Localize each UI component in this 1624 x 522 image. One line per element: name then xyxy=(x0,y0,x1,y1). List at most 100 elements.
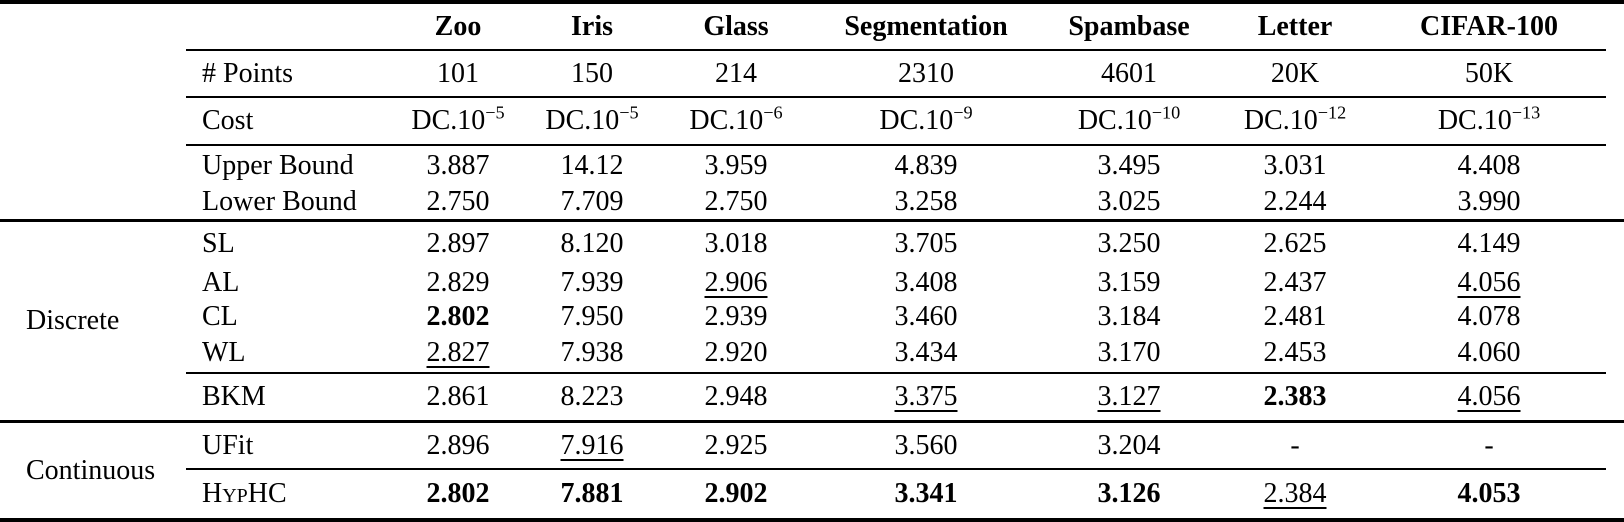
spacer xyxy=(1606,2,1624,50)
bkm-row: BKM 2.861 8.223 2.948 3.375 3.127 2.383 … xyxy=(0,372,1624,424)
group-label-text: Continuous xyxy=(26,454,156,486)
data-cell: 2.383 xyxy=(1218,372,1372,424)
spacer xyxy=(1606,469,1624,520)
data-cell: 8.223 xyxy=(524,372,660,424)
data-cell: 3.159 xyxy=(1040,266,1218,300)
row-label: BKM xyxy=(186,372,392,424)
points-row: # Points 101 150 214 2310 4601 20K 50K xyxy=(0,50,1624,99)
cell-value: 2.920 xyxy=(704,336,768,368)
cell-value: 4.056 xyxy=(1457,267,1521,299)
cost-row: Cost DC.10−5 DC.10−5 DC.10−6 DC.10−9 DC.… xyxy=(0,97,1624,147)
row-label: UFit xyxy=(186,421,392,470)
cell-value: DC.10−5 xyxy=(411,102,505,137)
data-cell: 2.437 xyxy=(1218,266,1372,300)
cell-value: 2.384 xyxy=(1263,477,1327,509)
data-cell: 3.887 xyxy=(392,145,524,186)
row-label-text: # Points xyxy=(202,57,294,89)
cost-exponent: −9 xyxy=(953,102,973,123)
cell-value: 3.159 xyxy=(1097,267,1161,299)
cell-value: 2.906 xyxy=(704,267,768,299)
cell-value: 7.709 xyxy=(560,186,624,218)
lower-bound-row: Lower Bound 2.750 7.709 2.750 3.258 3.02… xyxy=(0,186,1624,222)
column-header-glass: Glass xyxy=(660,2,812,52)
cell-value: 214 xyxy=(715,57,757,89)
data-cell: 2.453 xyxy=(1218,333,1372,374)
cost-exponent: −12 xyxy=(1317,102,1347,123)
cell-value: 3.184 xyxy=(1097,300,1161,332)
spacer xyxy=(1606,266,1624,300)
data-cell: 4.056 xyxy=(1372,372,1606,424)
data-cell: 2.802 xyxy=(392,300,524,334)
data-cell: 2.897 xyxy=(392,220,524,266)
spacer xyxy=(1606,50,1624,97)
cost-exponent: −5 xyxy=(619,102,639,123)
data-cell: 7.939 xyxy=(524,266,660,300)
row-label: Upper Bound xyxy=(186,145,392,186)
data-cell: 3.258 xyxy=(812,186,1040,222)
data-cell: 3.184 xyxy=(1040,300,1218,334)
cell-value: 2.453 xyxy=(1263,336,1327,368)
spacer xyxy=(1606,372,1624,424)
cost-exponent: −6 xyxy=(763,102,783,123)
cell-value: 8.223 xyxy=(560,380,624,412)
cell-value: DC.10−13 xyxy=(1437,102,1541,137)
data-cell: 2.750 xyxy=(660,186,812,222)
empty-cell xyxy=(0,50,186,97)
cell-value: 2.827 xyxy=(426,336,490,368)
cell-value: 4.078 xyxy=(1457,300,1521,332)
cell-value: 3.887 xyxy=(426,150,490,182)
cell-value: 3.434 xyxy=(894,336,958,368)
data-cell: 4.053 xyxy=(1372,469,1606,520)
data-cell: 3.170 xyxy=(1040,333,1218,374)
data-cell: 3.204 xyxy=(1040,421,1218,470)
cell-value: 3.025 xyxy=(1097,186,1161,218)
data-cell: 2.244 xyxy=(1218,186,1372,222)
ufit-row: Continuous UFit 2.896 7.916 2.925 3.560 … xyxy=(0,421,1624,486)
spacer xyxy=(1606,334,1624,373)
sl-row: Discrete SL 2.897 8.120 3.018 3.705 3.25… xyxy=(0,220,1624,424)
cell-value: 4.053 xyxy=(1457,477,1521,509)
data-cell: 3.434 xyxy=(812,333,1040,374)
cost-exponent: −10 xyxy=(1151,102,1181,123)
data-cell: 101 xyxy=(392,50,524,99)
cell-value: 7.950 xyxy=(560,300,624,332)
data-cell: DC.10−9 xyxy=(812,97,1040,147)
data-cell: 2.750 xyxy=(392,186,524,222)
data-cell: 2310 xyxy=(812,50,1040,99)
data-cell: 3.018 xyxy=(660,220,812,266)
data-cell: 3.705 xyxy=(812,220,1040,266)
data-cell: 3.959 xyxy=(660,145,812,186)
cell-value: 3.959 xyxy=(704,150,768,182)
data-cell: DC.10−6 xyxy=(660,97,812,147)
row-label-text: BKM xyxy=(202,380,266,412)
spacer xyxy=(1606,220,1624,266)
data-cell: 2.384 xyxy=(1218,469,1372,520)
cell-value: 2.861 xyxy=(426,380,490,412)
data-cell: 50K xyxy=(1372,50,1606,99)
cell-value: 3.341 xyxy=(894,477,958,509)
data-cell: 3.990 xyxy=(1372,186,1606,222)
data-cell: 2.481 xyxy=(1218,300,1372,334)
cell-value: 4.839 xyxy=(894,150,958,182)
row-label: Lower Bound xyxy=(186,186,392,222)
cell-value: 3.560 xyxy=(894,429,958,461)
spacer xyxy=(1606,186,1624,222)
cell-value: 3.250 xyxy=(1097,228,1161,260)
data-cell: 150 xyxy=(524,50,660,99)
row-label: WL xyxy=(186,333,392,374)
cell-value: 2.896 xyxy=(426,429,490,461)
cell-value: 3.375 xyxy=(894,380,958,412)
row-label-text: AL xyxy=(202,267,240,299)
cell-value: 7.881 xyxy=(560,477,624,509)
data-cell: 2.906 xyxy=(660,266,812,300)
data-cell: 3.126 xyxy=(1040,469,1218,520)
empty-cell xyxy=(0,2,186,50)
cell-value: DC.10−10 xyxy=(1077,102,1181,137)
data-cell: 2.827 xyxy=(392,333,524,374)
cell-value: 4.056 xyxy=(1457,380,1521,412)
cell-value: - xyxy=(1290,429,1300,461)
data-cell: 20K xyxy=(1218,50,1372,99)
cell-value: 4.060 xyxy=(1457,336,1521,368)
